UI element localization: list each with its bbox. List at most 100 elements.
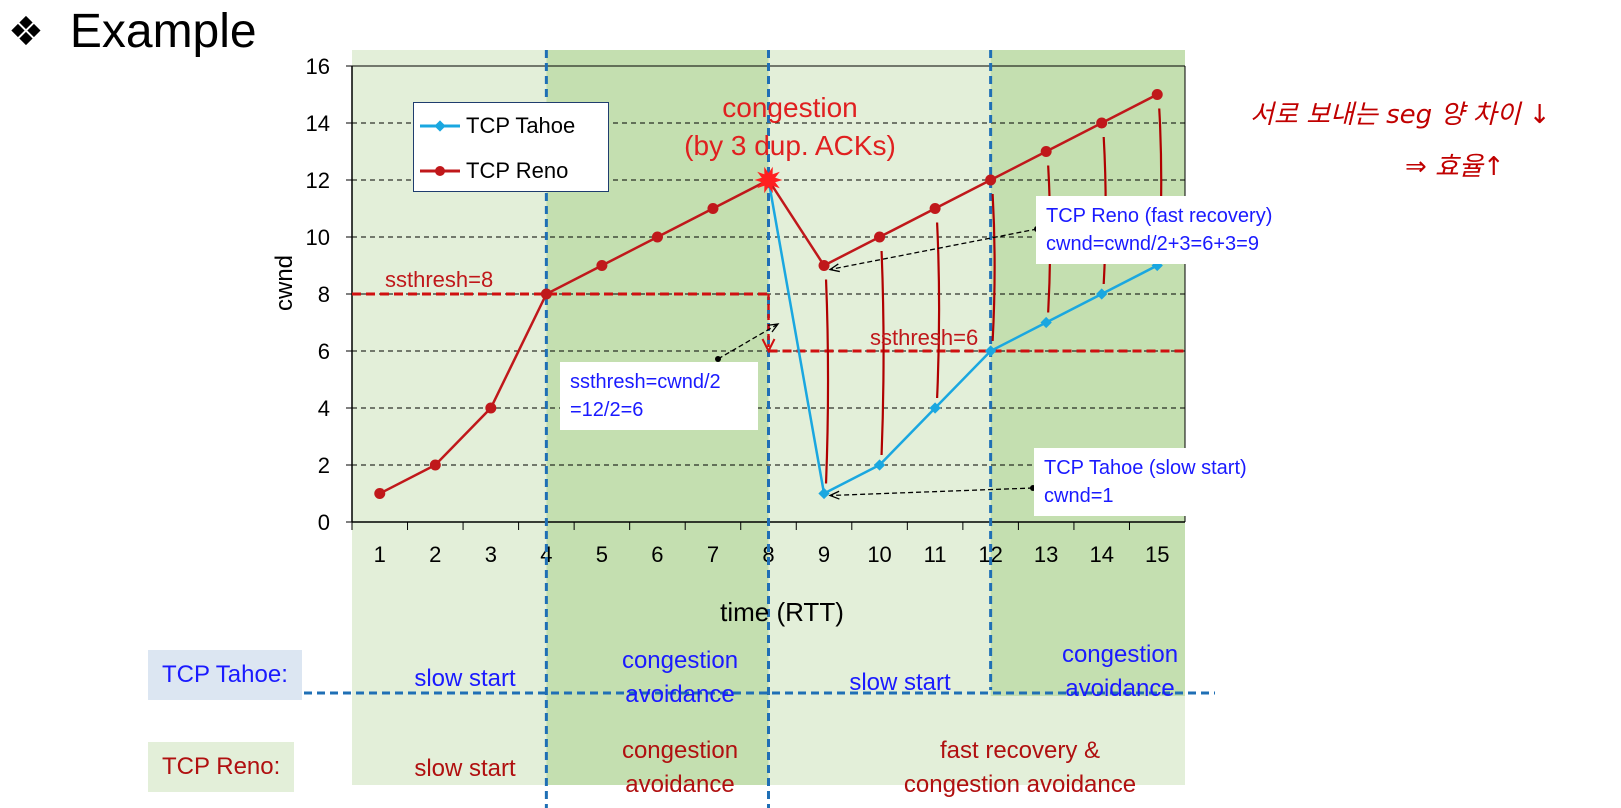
handwritten-note-line1: 서로 보내는 seg 양 차이 ↓ <box>1250 100 1551 130</box>
phase-band <box>990 50 1185 785</box>
tahoe-series-point <box>984 345 997 357</box>
difference-bar <box>936 222 941 399</box>
ssthresh-calc-box: ssthresh=cwnd/2 =12/2=6 <box>560 362 758 430</box>
reno-phase-3: fast recovery & congestion avoidance <box>860 734 1180 802</box>
tahoe-slow-line1: TCP Tahoe (slow start) <box>1044 457 1247 479</box>
x-tick-label: 1 <box>374 542 386 567</box>
reno-phase-2: congestion avoidance <box>565 734 795 802</box>
reno-series-point <box>651 231 663 243</box>
tahoe-phase-4-line1: congestion <box>1061 641 1179 668</box>
chart-legend: TCP Tahoe TCP Reno <box>413 102 609 192</box>
tahoe-series-point <box>929 402 941 414</box>
reno-phase-1-text: slow start <box>414 755 516 782</box>
reno-series-point <box>596 260 608 271</box>
x-tick-label: 13 <box>1034 542 1058 567</box>
difference-bar <box>991 193 996 342</box>
row-label-tahoe: TCP Tahoe: <box>148 650 302 700</box>
reno-series-point <box>1151 89 1163 100</box>
x-tick-label: 8 <box>762 542 774 567</box>
page-title: Example <box>69 5 257 58</box>
reno-series-point <box>818 260 830 271</box>
tahoe-slow-line2: cwnd=1 <box>1044 485 1114 507</box>
legend-label-reno: TCP Reno <box>466 158 569 183</box>
tahoe-series-point <box>1096 288 1108 300</box>
reno-series-point <box>929 203 941 214</box>
x-axis-label: time (RTT) <box>720 597 844 627</box>
reno-phase-2-line2: avoidance <box>625 771 735 798</box>
ssthresh-calc-line1: ssthresh=cwnd/2 <box>570 371 721 393</box>
legend-label-tahoe: TCP Tahoe <box>466 113 576 138</box>
reno-series-point <box>985 174 997 186</box>
y-tick-label: 12 <box>306 168 330 193</box>
reno-phase-3-line1: fast recovery & <box>939 737 1101 764</box>
y-tick-label: 2 <box>318 453 330 478</box>
y-tick-label: 4 <box>318 396 330 421</box>
y-tick-label: 8 <box>318 282 330 307</box>
x-tick-label: 7 <box>707 542 719 567</box>
reno-phase-2-line1: congestion <box>621 737 739 764</box>
y-tick-label: 6 <box>318 339 330 364</box>
phase-band <box>768 50 991 785</box>
reno-recovery-box: TCP Reno (fast recovery) cwnd=cwnd/2+3=6… <box>1036 196 1314 264</box>
x-tick-label: 3 <box>485 542 497 567</box>
slide-header: ❖ Example <box>8 8 257 56</box>
reno-series-point <box>1096 117 1108 129</box>
x-tick-label: 6 <box>651 542 663 567</box>
tahoe-phase-1: slow start <box>365 662 565 696</box>
reno-series-point <box>429 459 441 471</box>
reno-series-point <box>485 402 497 414</box>
threshold-label-8: ssthresh=8 <box>385 267 493 292</box>
legend-item-tahoe: TCP Tahoe <box>414 111 575 141</box>
x-tick-label: 9 <box>818 542 830 567</box>
tahoe-slow-arrow-head <box>828 490 840 500</box>
reno-recovery-arrow <box>829 228 1038 271</box>
y-tick-label: 16 <box>306 54 330 79</box>
x-tick-label: 4 <box>540 542 552 567</box>
y-tick-label: 0 <box>318 510 330 535</box>
tahoe-series-point <box>1040 316 1052 329</box>
reno-recovery-band <box>768 696 1185 785</box>
tahoe-phase-2-line1: congestion <box>621 647 739 674</box>
congestion-burst-icon <box>754 166 783 194</box>
reno-recovery-arrow-head <box>828 263 840 273</box>
ssthresh-arrow-head <box>767 323 780 333</box>
tahoe-slow-arrow <box>830 487 1034 497</box>
x-tick-label: 11 <box>924 542 947 567</box>
reno-series-point <box>874 231 886 243</box>
tahoe-phase-3: slow start <box>795 666 1005 700</box>
reno-series-point <box>1040 146 1052 157</box>
ssthresh-arrow <box>717 323 779 360</box>
y-axis-label: cwnd <box>271 255 298 311</box>
handwritten-note-line2: ⇒ 효율↑ <box>1405 152 1505 182</box>
congestion-line2: (by 3 dup. ACKs) <box>684 130 896 161</box>
tahoe-line-icon <box>420 120 460 132</box>
congestion-line1: congestion <box>722 92 858 123</box>
difference-bar <box>824 279 830 484</box>
x-tick-label: 14 <box>1089 542 1113 567</box>
x-tick-label: 2 <box>429 542 441 567</box>
tahoe-series-point <box>818 487 830 500</box>
reno-series-point <box>374 488 386 499</box>
reno-phase-3-line2: congestion avoidance <box>903 771 1137 798</box>
congestion-annotation: congestion (by 3 dup. ACKs) <box>640 89 940 165</box>
tahoe-phase-2-line2: avoidance <box>625 681 735 708</box>
x-tick-label: 10 <box>867 542 891 567</box>
y-tick-label: 10 <box>306 225 330 250</box>
reno-recovery-line2: cwnd=cwnd/2+3=6+3=9 <box>1046 233 1259 255</box>
x-tick-label: 5 <box>596 542 608 567</box>
tahoe-series-line <box>767 179 1158 496</box>
tahoe-phase-3-text: slow start <box>849 669 951 696</box>
y-tick-label: 14 <box>306 111 330 136</box>
reno-series-point <box>707 203 719 214</box>
ssthresh-arrow-origin <box>715 356 721 362</box>
diamond-cluster-icon: ❖ <box>8 9 44 55</box>
row-label-reno: TCP Reno: <box>148 742 295 792</box>
legend-item-reno: TCP Reno <box>414 156 568 186</box>
tahoe-phase-4-line2: avoidance <box>1065 675 1175 702</box>
tahoe-slow-box: TCP Tahoe (slow start) cwnd=1 <box>1034 448 1294 516</box>
tahoe-phase-4: congestion avoidance <box>1005 638 1235 706</box>
difference-bar <box>880 250 885 456</box>
reno-line-icon <box>420 166 460 176</box>
ssthresh-calc-line2: =12/2=6 <box>570 399 644 421</box>
